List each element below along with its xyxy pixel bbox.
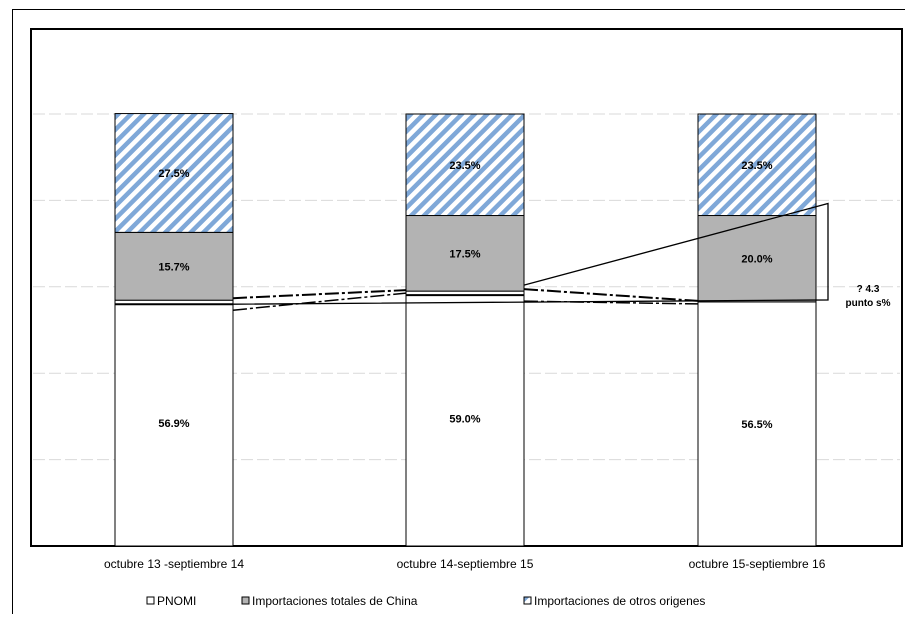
- tick-label: octubre 13 -septiembre 14: [104, 557, 244, 571]
- data-label: 59.0%: [449, 414, 480, 426]
- annotation-bracket: [232, 202, 829, 305]
- chart-frame: [12, 9, 905, 614]
- legend-entry: Importaciones de otros origenes: [534, 594, 705, 608]
- bar-segment: [697, 301, 817, 547]
- bars: 56.9% 15.7% 27.5% 59.0% 17.5% 23.5% 56.5% 20.0%…: [114, 113, 817, 547]
- connector-line: [232, 289, 407, 300]
- legend-swatch: [523, 596, 532, 605]
- bar-segment: [114, 231, 234, 301]
- bar-segment: [405, 113, 525, 217]
- bar-segment: [114, 113, 234, 233]
- data-label: 15.7%: [158, 261, 189, 273]
- data-label: 23.5%: [449, 160, 480, 172]
- legend-swatch: [241, 596, 250, 605]
- connector-line: [232, 292, 407, 311]
- bar-segment: [697, 113, 817, 217]
- data-label: 23.5%: [741, 160, 772, 172]
- bar-segment: [405, 215, 525, 292]
- data-label: 56.9%: [158, 418, 189, 430]
- data-label: 56.5%: [741, 419, 772, 431]
- category-labels: octubre 13 -septiembre 14 octubre 14-sept…: [104, 557, 826, 571]
- connector-line: [523, 288, 699, 302]
- legend-swatch: [146, 596, 155, 605]
- annotation-text: punto s%: [846, 298, 891, 309]
- tick-label: octubre 15-septiembre 16: [689, 557, 826, 571]
- tick-label: octubre 14-septiembre 15: [397, 557, 534, 571]
- annotation-text: ? 4.3: [857, 284, 880, 295]
- data-label: 27.5%: [158, 168, 189, 180]
- legend-entry: Importaciones totales de China: [252, 594, 418, 608]
- bar-segment: [405, 290, 525, 547]
- legend: PNOMI Importaciones totales de China Impor…: [146, 594, 705, 608]
- bar-segment: [697, 215, 817, 303]
- data-label: 17.5%: [449, 248, 480, 260]
- annotation-connectors: ? 4.3 punto s%: [115, 202, 891, 311]
- legend-entry: PNOMI: [157, 594, 196, 608]
- data-label: 20.0%: [741, 254, 772, 266]
